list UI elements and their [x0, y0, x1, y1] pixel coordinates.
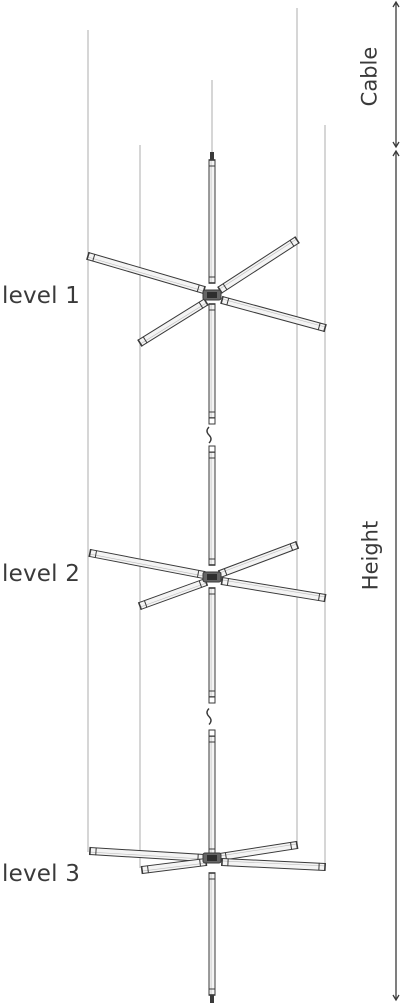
level-2-label: level 2: [2, 561, 81, 587]
stem-bottom-cap: [210, 995, 214, 1003]
cable-arrow-bottom: [392, 141, 400, 149]
stem-coupler: [208, 417, 216, 425]
hub-core-level-1: [207, 292, 217, 298]
hub-core-level-3: [207, 855, 217, 861]
arm-hubs: [202, 289, 222, 864]
arm-tube-level-1: [137, 298, 209, 347]
stem-tube: [208, 872, 216, 996]
stem-tube: [208, 735, 216, 856]
stem-coupler: [208, 445, 216, 453]
arm-tube-level-2: [137, 577, 209, 611]
arm-tube-level-3: [88, 846, 206, 863]
cable-dimension-label: Cable: [357, 46, 382, 107]
dimension-lines: [392, 0, 400, 1002]
hub-core-level-2: [207, 574, 217, 580]
height-arrow-bottom: [392, 994, 400, 1002]
arm-tube-level-1: [220, 295, 327, 333]
stem-hook: [206, 708, 212, 725]
cable-arrow-top: [392, 0, 400, 8]
stem-coupler: [208, 696, 216, 704]
arm-tube-level-3: [221, 857, 326, 872]
level-3-label: level 3: [2, 861, 81, 887]
stem-top-cap: [210, 152, 214, 160]
stem-tube: [208, 303, 216, 419]
arm-tube-level-2: [217, 540, 300, 579]
arm-tube-level-2: [88, 548, 206, 580]
arm-tube-level-1: [217, 236, 300, 294]
stem-tube: [208, 451, 216, 566]
level-1-label: level 1: [2, 283, 81, 309]
arm-tube-level-3: [140, 857, 208, 875]
arm-tube-level-1: [86, 251, 206, 295]
stem-tube: [208, 587, 216, 698]
arm-tube-level-3: [218, 840, 299, 862]
stem-tube: [208, 159, 216, 284]
stem-coupler: [208, 729, 216, 737]
height-arrow-top: [392, 149, 400, 157]
stem-hook: [206, 426, 212, 444]
height-dimension-label: Height: [358, 520, 383, 591]
light-arms: [86, 236, 327, 875]
suspension-cables: [87, 8, 326, 868]
arm-tube-level-2: [220, 576, 327, 603]
